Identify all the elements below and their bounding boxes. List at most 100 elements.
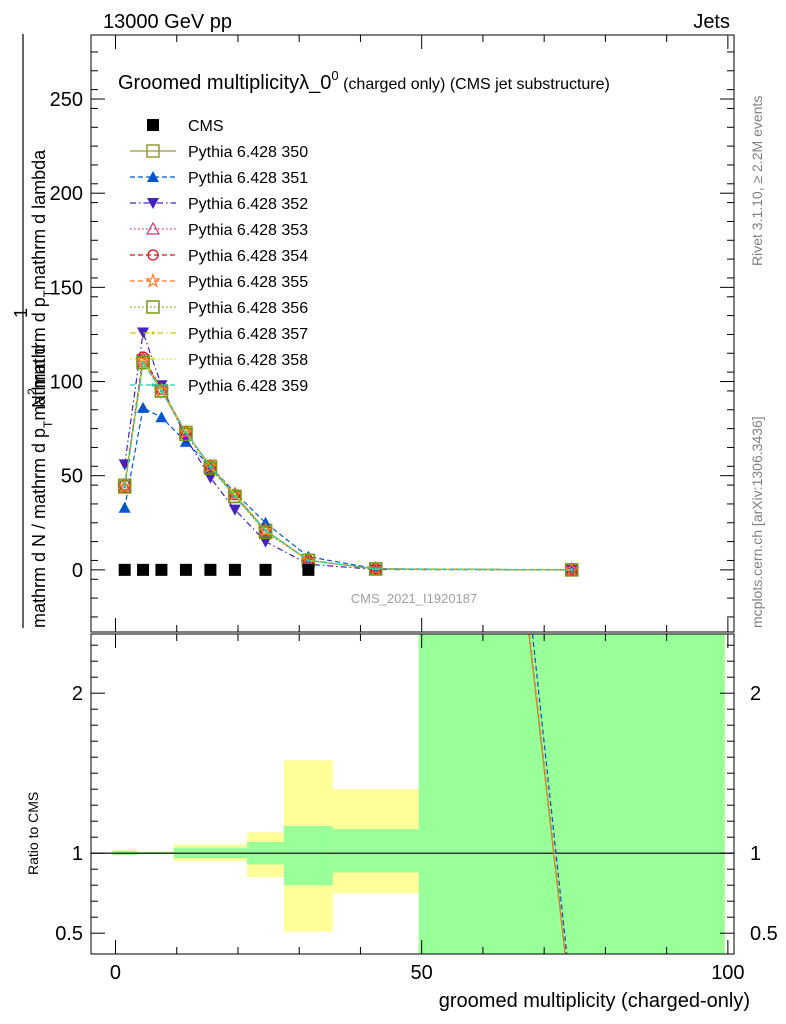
- legend-label: CMS: [188, 118, 224, 135]
- data-point: [123, 485, 127, 489]
- data-point: [203, 461, 218, 475]
- legend-marker: [145, 221, 161, 235]
- data-point: [136, 355, 150, 370]
- data-point: [300, 552, 317, 568]
- data-point: [117, 479, 132, 493]
- ratio-y-tick-label: 0.5: [55, 923, 83, 945]
- y-tick-label: 100: [50, 372, 83, 394]
- legend-marker: [151, 357, 155, 361]
- series-line: [124, 406, 572, 571]
- data-point: [302, 563, 315, 576]
- ratio-plot-panel: 0.5 0.5 1 1 2 2 0 50 100: [55, 633, 778, 984]
- legend-label: Pythia 6.428 358: [188, 352, 308, 369]
- ratio-series-line: [528, 634, 567, 954]
- data-point: [159, 389, 164, 393]
- legend-marker: [151, 383, 155, 387]
- legend-marker: [146, 300, 160, 314]
- rivet-version-label: Rivet 3.1.10, ≥ 2.2M events: [749, 96, 765, 266]
- data-point: [233, 494, 237, 499]
- x-tick-label: 0: [110, 962, 121, 984]
- data-point: [258, 525, 273, 539]
- data-point: [137, 327, 150, 339]
- legend-label: Pythia 6.428 355: [188, 274, 308, 291]
- data-point: [259, 563, 272, 576]
- y-label-denominator: mathrm d N / mathrm d pTmathrm d: [29, 345, 55, 628]
- legend-item: Pythia 6.428 356: [130, 300, 308, 317]
- legend-marker: [151, 331, 155, 335]
- data-point: [208, 464, 213, 468]
- y-tick-label: 250: [50, 89, 83, 111]
- legend-marker: [147, 119, 159, 131]
- ratio-y-tick-label: 2: [72, 683, 83, 705]
- watermark: CMS_2021_I1920187: [351, 591, 478, 606]
- data-point: [154, 384, 169, 398]
- uncertainty-band-green: [418, 634, 725, 954]
- legend-item: Pythia 6.428 350: [130, 144, 308, 161]
- legend-label: Pythia 6.428 352: [188, 196, 308, 213]
- legend-label: Pythia 6.428 353: [188, 222, 308, 239]
- y-label-one: 1: [11, 308, 31, 318]
- ratio-y-axis-label: Ratio to CMS: [25, 792, 41, 875]
- legend-item: Pythia 6.428 353: [130, 221, 308, 239]
- data-point: [117, 480, 132, 494]
- ratio-series-line: [531, 634, 568, 954]
- data-point: [257, 521, 274, 538]
- x-tick-label: 100: [711, 962, 744, 984]
- legend-label: Pythia 6.428 350: [188, 144, 308, 161]
- series-line: [124, 332, 572, 571]
- data-point: [570, 568, 574, 572]
- legend-label: Pythia 6.428 351: [188, 170, 308, 187]
- ratio-y-tick-label-right: 0.5: [750, 923, 778, 945]
- y-tick-label: 200: [50, 183, 83, 205]
- data-point: [141, 361, 145, 365]
- data-point: [137, 563, 150, 576]
- data-point: [202, 457, 219, 473]
- series-line: [124, 361, 572, 571]
- ratio-y-tick-label-right: 2: [750, 683, 761, 705]
- data-point: [155, 411, 168, 423]
- uncertainty-band-green: [332, 829, 419, 873]
- legend-label: Pythia 6.428 356: [188, 300, 308, 317]
- data-point: [204, 472, 217, 484]
- y-tick-label: 150: [50, 277, 83, 299]
- data-point: [204, 563, 217, 576]
- legend-marker: [145, 272, 161, 288]
- y-label-numerator: N2mathrm d pTmathrm d lambda: [25, 149, 55, 408]
- plot-title: Groomed multiplicityλ_00 (charged only) …: [118, 68, 610, 94]
- legend-item: Pythia 6.428 357: [130, 326, 308, 343]
- data-point: [306, 558, 310, 563]
- legend-marker: [147, 249, 159, 261]
- data-point: [155, 563, 168, 576]
- data-point: [177, 424, 194, 440]
- x-tick-label: 50: [411, 962, 433, 984]
- data-point: [228, 489, 242, 504]
- mcplots-label: mcplots.cern.ch [arXiv:1306.3436]: [749, 416, 765, 628]
- data-point: [118, 501, 131, 513]
- legend-item: Pythia 6.428 358: [130, 352, 308, 369]
- main-plot-frame: [90, 34, 735, 633]
- data-point: [116, 478, 133, 494]
- data-point: [184, 430, 188, 434]
- data-point: [228, 504, 241, 516]
- data-point: [263, 528, 268, 532]
- legend-item: CMS: [147, 118, 224, 135]
- main-plot-panel: 0 50 100 150 200 250: [50, 34, 735, 633]
- header-right: Jets: [693, 11, 730, 33]
- legend-marker: [147, 171, 159, 182]
- header-left: 13000 GeV pp: [103, 11, 232, 33]
- data-point: [228, 563, 241, 576]
- data-point: [137, 401, 150, 413]
- data-point: [374, 567, 378, 571]
- legend-marker: [147, 198, 159, 209]
- legend-item: Pythia 6.428 351: [130, 170, 308, 187]
- ratio-plot-frame: [90, 633, 735, 955]
- data-point: [563, 561, 580, 577]
- legend-item: Pythia 6.428 352: [130, 196, 308, 213]
- legend-marker: [146, 144, 160, 158]
- main-y-axis-label: mathrm d N / mathrm d pTmathrm d 1 N2mat…: [11, 149, 55, 628]
- legend-label: Pythia 6.428 357: [188, 326, 308, 343]
- legend-label: Pythia 6.428 354: [188, 248, 308, 265]
- x-axis-label: groomed multiplicity (charged-only): [439, 990, 750, 1012]
- data-point: [153, 382, 170, 398]
